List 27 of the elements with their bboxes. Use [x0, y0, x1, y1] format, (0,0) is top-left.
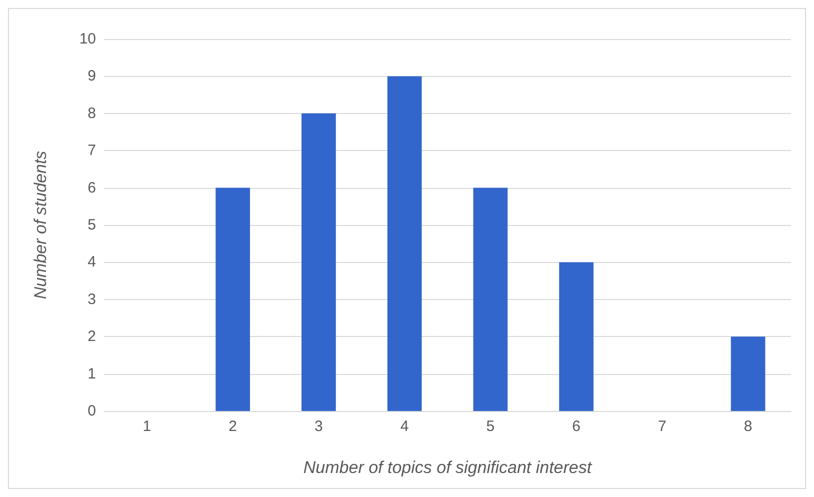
- y-tick-label: 5: [88, 216, 96, 234]
- x-tick-label: 6: [572, 418, 580, 435]
- bar: [730, 336, 766, 411]
- x-tick-label: 5: [486, 418, 495, 435]
- y-tick-label: 6: [88, 179, 96, 196]
- x-axis-title: Number of topics of significant interest: [303, 458, 593, 477]
- bar: [387, 76, 422, 411]
- bar: [216, 188, 250, 411]
- x-tick-label: 3: [314, 418, 323, 435]
- y-axis-title: Number of students: [31, 150, 50, 300]
- bar: [559, 262, 594, 411]
- y-tick-label: 10: [79, 30, 96, 48]
- x-tick-label: 7: [658, 418, 666, 435]
- y-tick-label: 3: [88, 290, 96, 308]
- x-tick-label: 1: [142, 418, 152, 435]
- x-tick-label: 2: [228, 418, 237, 435]
- y-tick-label: 7: [88, 142, 96, 160]
- x-tick-label: 4: [400, 418, 409, 435]
- bar: [473, 188, 508, 411]
- y-tick-label: 1: [88, 365, 96, 382]
- y-tick-label: 9: [88, 68, 96, 85]
- y-tick-label: 0: [88, 402, 96, 420]
- bar: [302, 113, 336, 411]
- y-tick-label: 8: [88, 104, 96, 122]
- x-tick-label: 8: [744, 418, 752, 435]
- y-tick-label: 2: [88, 328, 96, 346]
- y-tick-label: 4: [88, 254, 96, 271]
